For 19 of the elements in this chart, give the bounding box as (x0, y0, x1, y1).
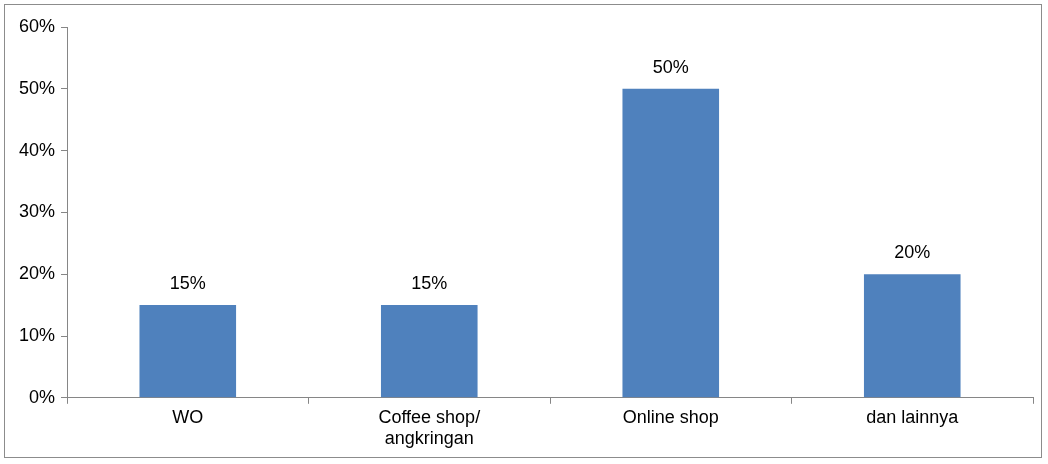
y-tick-label: 20% (19, 263, 56, 284)
bar (139, 305, 237, 398)
y-tick-label: 60% (19, 15, 56, 36)
y-tick-label: 30% (19, 201, 56, 222)
y-tick-label: 10% (19, 324, 56, 345)
data-label: 15% (411, 273, 448, 294)
y-tick-label: 0% (29, 386, 56, 407)
bar (863, 274, 961, 398)
data-label: 20% (894, 242, 931, 263)
x-tick-label: Coffee shop/ angkringan (378, 406, 481, 449)
x-tick-label: WO (172, 406, 204, 427)
x-tick-label: Online shop (622, 406, 719, 427)
bar (622, 88, 720, 398)
y-tick-label: 50% (19, 77, 56, 98)
data-label: 15% (169, 273, 206, 294)
data-label: 50% (652, 56, 689, 77)
y-tick-label: 40% (19, 139, 56, 160)
bar (380, 305, 478, 398)
x-tick-label: dan lainnya (866, 406, 960, 427)
